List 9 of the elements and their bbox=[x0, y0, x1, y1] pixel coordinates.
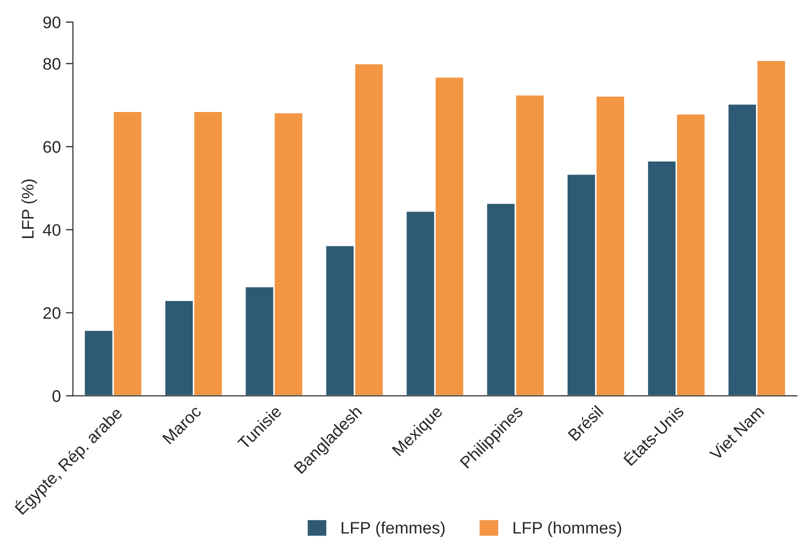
y-axis-title: LFP (%) bbox=[21, 180, 37, 238]
y-tick-label: 40 bbox=[42, 224, 60, 236]
legend-label: LFP (hommes) bbox=[514, 521, 622, 537]
y-tick-label: 80 bbox=[43, 58, 60, 70]
legend-label: LFP (femmes) bbox=[342, 521, 445, 537]
y-tick-label: 0 bbox=[52, 390, 60, 402]
y-tick-label: 20 bbox=[43, 307, 60, 319]
y-tick-label: 60 bbox=[43, 141, 60, 153]
y-tick-label: 90 bbox=[43, 16, 60, 28]
